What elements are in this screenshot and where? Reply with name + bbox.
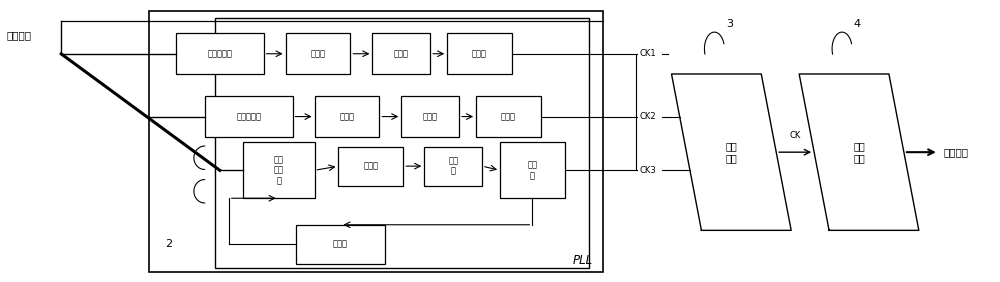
Text: 鉴频鉴相器: 鉴频鉴相器: [207, 49, 232, 58]
Bar: [476, 96, 541, 137]
Bar: [401, 96, 459, 137]
Bar: [338, 147, 403, 186]
Bar: [243, 142, 315, 198]
Text: 滤波器: 滤波器: [423, 112, 438, 121]
Text: 电荷泵: 电荷泵: [363, 162, 378, 171]
Bar: [447, 34, 512, 74]
Text: 投票
表决: 投票 表决: [725, 141, 737, 163]
Text: CK2: CK2: [640, 112, 656, 121]
Polygon shape: [799, 74, 919, 230]
Text: 2: 2: [165, 239, 172, 249]
Polygon shape: [672, 74, 791, 230]
Text: 滤波
器: 滤波 器: [448, 157, 458, 176]
Bar: [286, 34, 350, 74]
Bar: [424, 147, 482, 186]
Bar: [296, 225, 385, 264]
Bar: [176, 34, 264, 74]
Bar: [315, 96, 379, 137]
Bar: [500, 142, 565, 198]
Text: 振荡器: 振荡器: [472, 49, 487, 58]
Bar: [372, 34, 430, 74]
Text: PLL: PLL: [573, 254, 593, 267]
Text: 鉴频鉴相器: 鉴频鉴相器: [236, 112, 261, 121]
Text: 数字
滤波: 数字 滤波: [853, 141, 865, 163]
Text: CK: CK: [789, 131, 801, 140]
Text: 分频器: 分频器: [333, 240, 348, 249]
Text: CK3: CK3: [640, 166, 656, 175]
Text: 输出信号: 输出信号: [944, 147, 969, 157]
Text: 3: 3: [726, 19, 733, 29]
Text: 滤波器: 滤波器: [394, 49, 409, 58]
Text: 振荡器: 振荡器: [501, 112, 516, 121]
Text: 电荷泵: 电荷泵: [311, 49, 326, 58]
Bar: [205, 96, 293, 137]
Text: 电荷泵: 电荷泵: [339, 112, 354, 121]
Bar: [149, 11, 603, 272]
Text: 输入信号: 输入信号: [6, 30, 31, 40]
Text: 4: 4: [853, 19, 861, 29]
Text: 振荡
器: 振荡 器: [527, 161, 537, 180]
Text: CK1: CK1: [640, 49, 656, 58]
Text: 鉴频
鉴相
器: 鉴频 鉴相 器: [274, 155, 284, 185]
Bar: [215, 18, 589, 268]
